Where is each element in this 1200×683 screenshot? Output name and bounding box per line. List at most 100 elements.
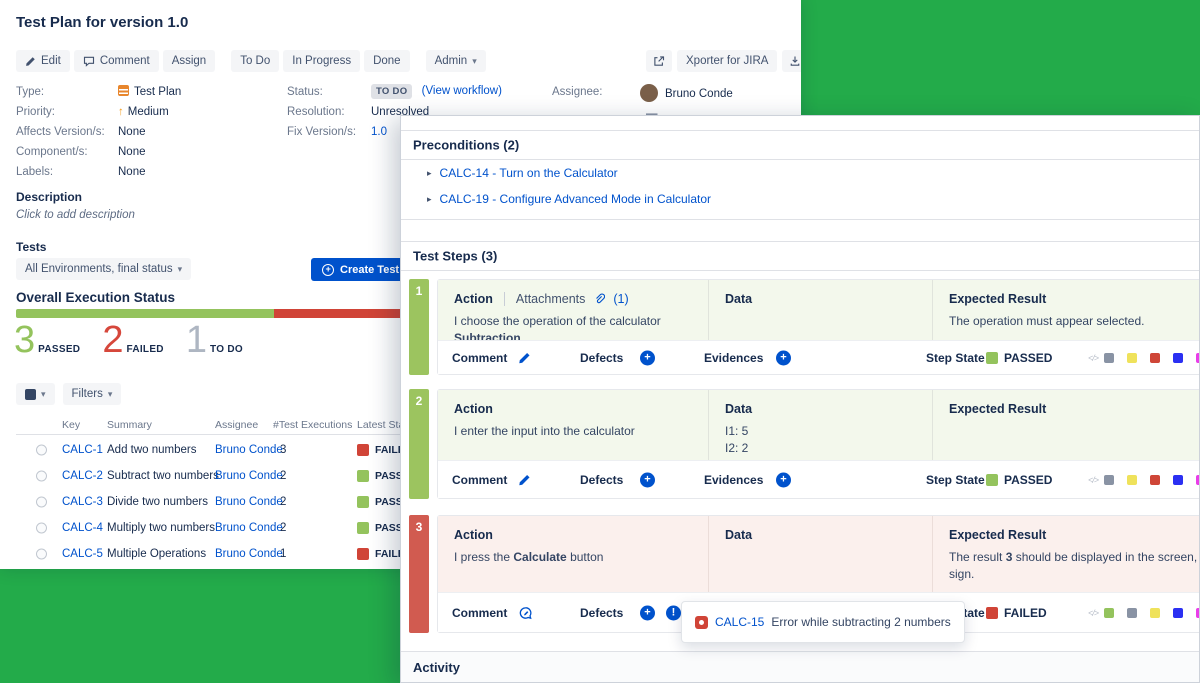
assign-button[interactable]: Assign [162,50,216,72]
test-key-link[interactable]: CALC-2 [62,470,103,482]
defect-warning-icon[interactable]: ! [666,605,681,620]
test-executions-count: 3 [280,444,287,456]
test-key-link[interactable]: CALC-1 [62,444,103,456]
row-checkbox[interactable] [36,522,47,534]
code-icon[interactable]: </> [1088,607,1099,618]
state-option-yellow[interactable] [1127,474,1137,485]
defects-label: Defects [580,472,624,487]
col-header-executions[interactable]: #Test Executions [273,419,353,431]
triangle-right-icon[interactable]: ▸ [427,167,432,178]
expected-result-column-header: Expected Result [949,402,1047,416]
view-mode-button[interactable]: ▾ [16,383,55,405]
failed-label: FAILED [126,344,164,356]
col-header-key[interactable]: Key [62,419,81,431]
paperclip-icon[interactable] [593,293,606,305]
grid-view-icon [25,388,36,400]
edit-comment-icon[interactable] [518,473,531,486]
state-option-red[interactable] [1150,352,1160,363]
affects-version-label: Affects Version/s: [16,126,105,138]
expected-result-text: The result 3 should be displayed in the … [949,550,1199,582]
test-plan-icon [118,85,129,96]
fix-version-link[interactable]: 1.0 [371,126,387,138]
test-assignee-link[interactable]: Bruno Conde [215,470,283,482]
evidences-label: Evidences [704,472,764,487]
state-option-blue[interactable] [1173,474,1183,485]
share-button[interactable] [646,50,672,72]
code-icon[interactable]: </> [1088,474,1099,485]
test-key-link[interactable]: CALC-3 [62,496,103,508]
view-workflow-link[interactable]: (View workflow) [421,85,502,97]
col-header-assignee[interactable]: Assignee [215,419,259,431]
state-option-magenta[interactable] [1196,352,1199,363]
dash-indicator: — [646,108,658,120]
preconditions-section-header: Preconditions (2) [401,130,1199,160]
test-assignee-link[interactable]: Bruno Conde [215,496,283,508]
state-option-gray[interactable] [1104,352,1114,363]
state-option-gray[interactable] [1127,607,1137,618]
row-checkbox[interactable] [36,444,47,456]
triangle-right-icon[interactable]: ▸ [427,193,432,204]
attachments-count-link[interactable]: (1) [613,292,629,306]
test-key-link[interactable]: CALC-5 [62,548,103,560]
state-option-blue[interactable] [1173,352,1183,363]
comment-button[interactable]: Comment [73,50,159,72]
table-row: CALC-1 Add two numbers Bruno Conde 3 FAI… [0,437,801,463]
filters-button[interactable]: Filters ▾ [62,383,122,405]
passed-count: 3 [14,319,36,361]
status-chip [357,548,369,560]
xporter-button[interactable]: Xporter for JIRA [677,50,778,72]
state-option-magenta[interactable] [1196,474,1199,485]
todo-transition-button[interactable]: To Do [231,50,280,72]
test-assignee-link[interactable]: Bruno Conde [215,548,283,560]
step-state-value: PASSED [1004,472,1053,487]
test-key-link[interactable]: CALC-4 [62,522,103,534]
state-option-red[interactable] [1150,474,1160,485]
precondition-link[interactable]: CALC-14 - Turn on the Calculator [439,166,618,180]
state-option-green[interactable] [1104,607,1114,618]
edit-button[interactable]: Edit [16,50,70,72]
defects-label: Defects [580,605,624,620]
overall-execution-status-heading: Overall Execution Status [16,290,176,305]
todo-count: 1 [185,319,207,361]
state-option-blue[interactable] [1173,607,1183,618]
admin-menu-button[interactable]: Admin ▾ [425,50,486,72]
description-placeholder[interactable]: Click to add description [16,209,135,221]
export-button[interactable] [782,50,801,72]
col-header-summary[interactable]: Summary [107,419,152,431]
test-executions-count: 1 [280,548,287,560]
add-defect-button[interactable]: + [640,350,655,365]
comment-bubble-icon[interactable] [518,605,533,620]
labels-label: Labels: [16,166,54,178]
tests-heading: Tests [16,240,47,254]
test-assignee-link[interactable]: Bruno Conde [215,444,283,456]
test-assignee-link[interactable]: Bruno Conde [215,522,283,534]
row-checkbox[interactable] [36,470,47,482]
chevron-down-icon: ▾ [41,388,46,399]
test-executions-count: 2 [280,496,287,508]
add-defect-button[interactable]: + [640,472,655,487]
assignee-value: Bruno Conde [640,84,733,102]
table-row: CALC-3 Divide two numbers Bruno Conde 2 … [0,489,801,515]
defect-key-link[interactable]: CALC-15 [715,615,765,629]
header-divider [503,292,505,306]
environment-filter-dropdown[interactable]: All Environments, final status ▾ [16,258,192,280]
in-progress-transition-button[interactable]: In Progress [283,50,361,72]
chevron-down-icon: ▾ [107,388,113,399]
precondition-link[interactable]: CALC-19 - Configure Advanced Mode in Cal… [439,192,712,206]
add-defect-button[interactable]: + [640,605,655,620]
state-option-gray[interactable] [1104,474,1114,485]
row-checkbox[interactable] [36,548,47,560]
done-transition-button[interactable]: Done [364,50,410,72]
state-option-yellow[interactable] [1150,607,1160,618]
state-option-magenta[interactable] [1196,607,1199,618]
add-evidence-button[interactable]: + [776,350,791,365]
bug-icon [695,615,708,629]
add-evidence-button[interactable]: + [776,472,791,487]
edit-comment-icon[interactable] [518,351,531,364]
state-option-yellow[interactable] [1127,352,1137,363]
row-checkbox[interactable] [36,496,47,508]
status-chip [357,496,369,508]
code-icon[interactable]: </> [1088,352,1099,363]
table-header-divider [16,434,404,435]
